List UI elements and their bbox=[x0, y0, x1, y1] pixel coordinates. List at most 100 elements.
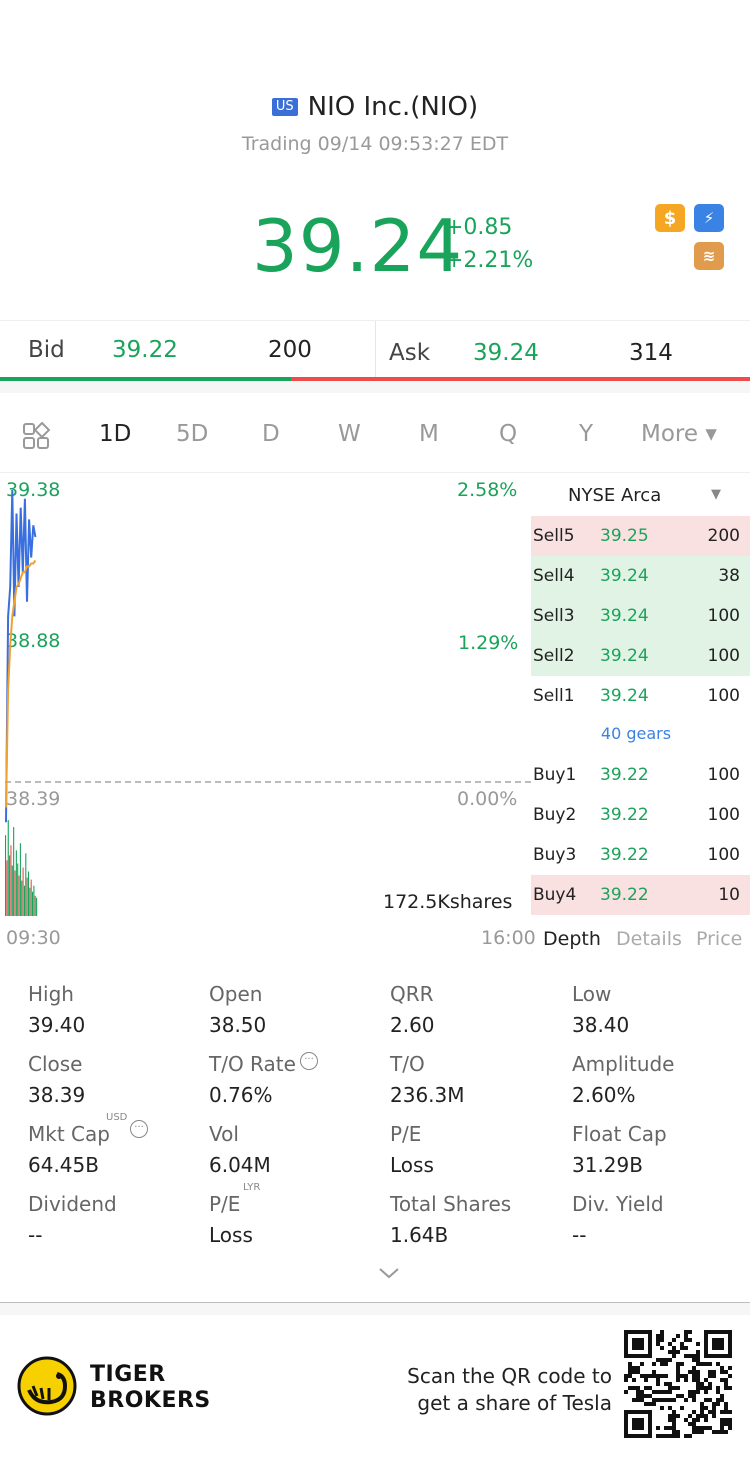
expand-chevron-icon[interactable] bbox=[378, 1266, 400, 1280]
volume-label: 172.5Kshares bbox=[383, 891, 513, 913]
level-label: Sell3 bbox=[533, 606, 575, 626]
y-label-mid: 38.88 bbox=[6, 630, 61, 652]
exchange-selector[interactable]: NYSE Arca ▼ bbox=[533, 485, 750, 511]
ask-level-row[interactable]: Sell5 39.25 200 bbox=[531, 516, 750, 556]
level-label: Sell1 bbox=[533, 686, 575, 706]
time-start: 09:30 bbox=[6, 927, 61, 949]
tab-day[interactable]: D bbox=[262, 421, 280, 447]
stat-label-div-yield: Div. Yield bbox=[572, 1192, 664, 1216]
bid-qty: 200 bbox=[268, 337, 312, 363]
volume-bar bbox=[21, 880, 23, 916]
ask-level-row[interactable]: Sell2 39.24 100 bbox=[531, 636, 750, 676]
level-qty: 10 bbox=[718, 885, 740, 905]
bid-ask-divider bbox=[375, 321, 376, 379]
gears-link[interactable]: 40 gears bbox=[600, 724, 672, 743]
tab-depth[interactable]: Depth bbox=[543, 928, 601, 950]
layers-icon[interactable]: ≋ bbox=[694, 242, 724, 270]
volume-bar bbox=[6, 860, 8, 916]
ask-level-row[interactable]: Sell3 39.24 100 bbox=[531, 596, 750, 636]
level-qty: 100 bbox=[707, 845, 740, 865]
stat-label-mkt-cap: Mkt Cap bbox=[28, 1122, 110, 1146]
mkt-cap-info-icon[interactable]: ··· bbox=[130, 1120, 148, 1138]
tiger-brokers-logo bbox=[17, 1356, 77, 1416]
stat-label-qrr: QRR bbox=[390, 982, 434, 1006]
volume-bar bbox=[7, 820, 9, 916]
stock-title: NIO Inc.(NIO) bbox=[307, 92, 479, 122]
lightning-icon[interactable]: ⚡ bbox=[694, 204, 724, 232]
level-qty: 100 bbox=[707, 646, 740, 666]
footer-band bbox=[0, 1303, 750, 1315]
tab-quarter[interactable]: Q bbox=[499, 421, 518, 447]
stat-value-high: 39.40 bbox=[28, 1013, 86, 1037]
section-gap bbox=[0, 381, 750, 393]
volume-bar bbox=[26, 877, 28, 916]
tab-details[interactable]: Details bbox=[616, 928, 682, 950]
turnover-rate-info-icon[interactable]: ··· bbox=[300, 1052, 318, 1070]
tab-1d[interactable]: 1D bbox=[99, 421, 132, 447]
stat-value-low: 38.40 bbox=[572, 1013, 630, 1037]
time-end: 16:00 bbox=[481, 927, 536, 949]
stat-label-t-o: T/O bbox=[390, 1052, 425, 1076]
volume-bar bbox=[27, 871, 30, 916]
volume-bar bbox=[32, 891, 34, 916]
pct-label-base: 0.00% bbox=[457, 788, 518, 810]
ask-level-row[interactable]: Sell4 39.24 38 bbox=[531, 556, 750, 596]
ask-level-row[interactable]: Sell1 39.24 100 bbox=[531, 676, 750, 716]
volume-bar bbox=[5, 835, 7, 916]
volume-bar bbox=[36, 897, 38, 916]
tab-month[interactable]: M bbox=[419, 421, 439, 447]
bid-level-row[interactable]: Buy3 39.22 100 bbox=[531, 835, 750, 875]
last-price: 39.24 bbox=[252, 204, 464, 288]
stat-value-vol: 6.04M bbox=[209, 1153, 271, 1177]
level-price: 39.24 bbox=[600, 646, 649, 666]
stat-value-amplitude: 2.60% bbox=[572, 1083, 636, 1107]
level-label: Buy1 bbox=[533, 765, 577, 785]
level-price: 39.22 bbox=[600, 765, 649, 785]
y-label-base: 38.39 bbox=[6, 788, 61, 810]
pe-lyr-tag: LYR bbox=[243, 1182, 261, 1193]
stat-label-total-shares: Total Shares bbox=[390, 1192, 512, 1216]
stat-value-div-yield: -- bbox=[572, 1223, 587, 1247]
stat-label-low: Low bbox=[572, 982, 612, 1006]
tab-5d[interactable]: 5D bbox=[176, 421, 209, 447]
level-label: Sell4 bbox=[533, 566, 575, 586]
stat-label-dividend: Dividend bbox=[28, 1192, 117, 1216]
price-change-pct: +2.21% bbox=[445, 248, 534, 273]
tab-week[interactable]: W bbox=[338, 421, 361, 447]
ask-qty: 314 bbox=[629, 340, 673, 366]
exchange-name: NYSE Arca bbox=[568, 485, 662, 506]
dollar-icon[interactable]: $ bbox=[655, 204, 685, 232]
y-label-top: 39.38 bbox=[6, 479, 61, 501]
volume-bar bbox=[22, 867, 24, 916]
bid-level-row[interactable]: Buy2 39.22 100 bbox=[531, 795, 750, 835]
volume-bar bbox=[30, 879, 32, 916]
tab-price[interactable]: Price bbox=[696, 928, 743, 950]
level-price: 39.22 bbox=[600, 805, 649, 825]
bid-level-row[interactable]: Buy4 39.22 10 bbox=[531, 875, 750, 915]
prev-close-line bbox=[5, 781, 531, 783]
volume-bar bbox=[10, 845, 12, 916]
volume-bar bbox=[25, 853, 27, 916]
volume-bar bbox=[17, 863, 19, 916]
volume-bar bbox=[13, 827, 15, 916]
level-label: Sell2 bbox=[533, 646, 575, 666]
tab-year[interactable]: Y bbox=[579, 421, 594, 447]
brand-line2: BROKERS bbox=[90, 1388, 211, 1413]
level-price: 39.22 bbox=[600, 845, 649, 865]
bid-level-row[interactable]: Buy1 39.22 100 bbox=[531, 755, 750, 795]
period-tabs: 1D 5D D W M Q Y More ▾ bbox=[0, 393, 750, 473]
market-badge: US bbox=[271, 98, 298, 116]
stat-label-t-o-rate: T/O Rate bbox=[209, 1052, 296, 1076]
title-row: US NIO Inc.(NIO) bbox=[0, 92, 750, 122]
stat-label-high: High bbox=[28, 982, 74, 1006]
chart-layout-icon[interactable] bbox=[22, 422, 50, 450]
pct-label-top: 2.58% bbox=[457, 479, 518, 501]
volume-bar bbox=[9, 855, 11, 916]
trading-status: Trading 09/14 09:53:27 EDT bbox=[241, 133, 509, 155]
stat-label-p-e: P/E bbox=[390, 1122, 422, 1146]
volume-bar bbox=[15, 850, 17, 916]
level-label: Buy3 bbox=[533, 845, 577, 865]
tab-more[interactable]: More ▾ bbox=[641, 421, 717, 447]
price-line bbox=[5, 489, 37, 823]
level-label: Buy4 bbox=[533, 885, 577, 905]
